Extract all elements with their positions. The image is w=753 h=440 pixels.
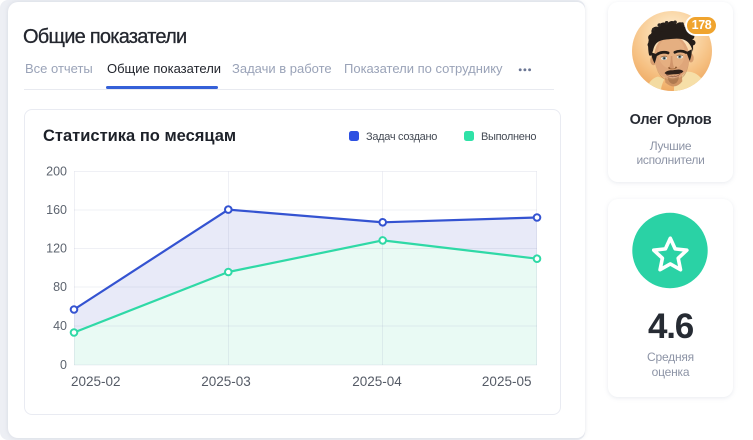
svg-text:80: 80	[53, 280, 67, 294]
svg-text:200: 200	[46, 165, 67, 179]
svg-text:160: 160	[46, 203, 67, 217]
svg-text:2025-04: 2025-04	[352, 374, 402, 389]
svg-text:2025-03: 2025-03	[201, 374, 251, 389]
svg-text:0: 0	[60, 358, 67, 372]
svg-text:120: 120	[46, 242, 67, 256]
svg-text:40: 40	[53, 319, 67, 333]
svg-text:2025-02: 2025-02	[71, 374, 121, 389]
svg-text:2025-05: 2025-05	[482, 374, 532, 389]
